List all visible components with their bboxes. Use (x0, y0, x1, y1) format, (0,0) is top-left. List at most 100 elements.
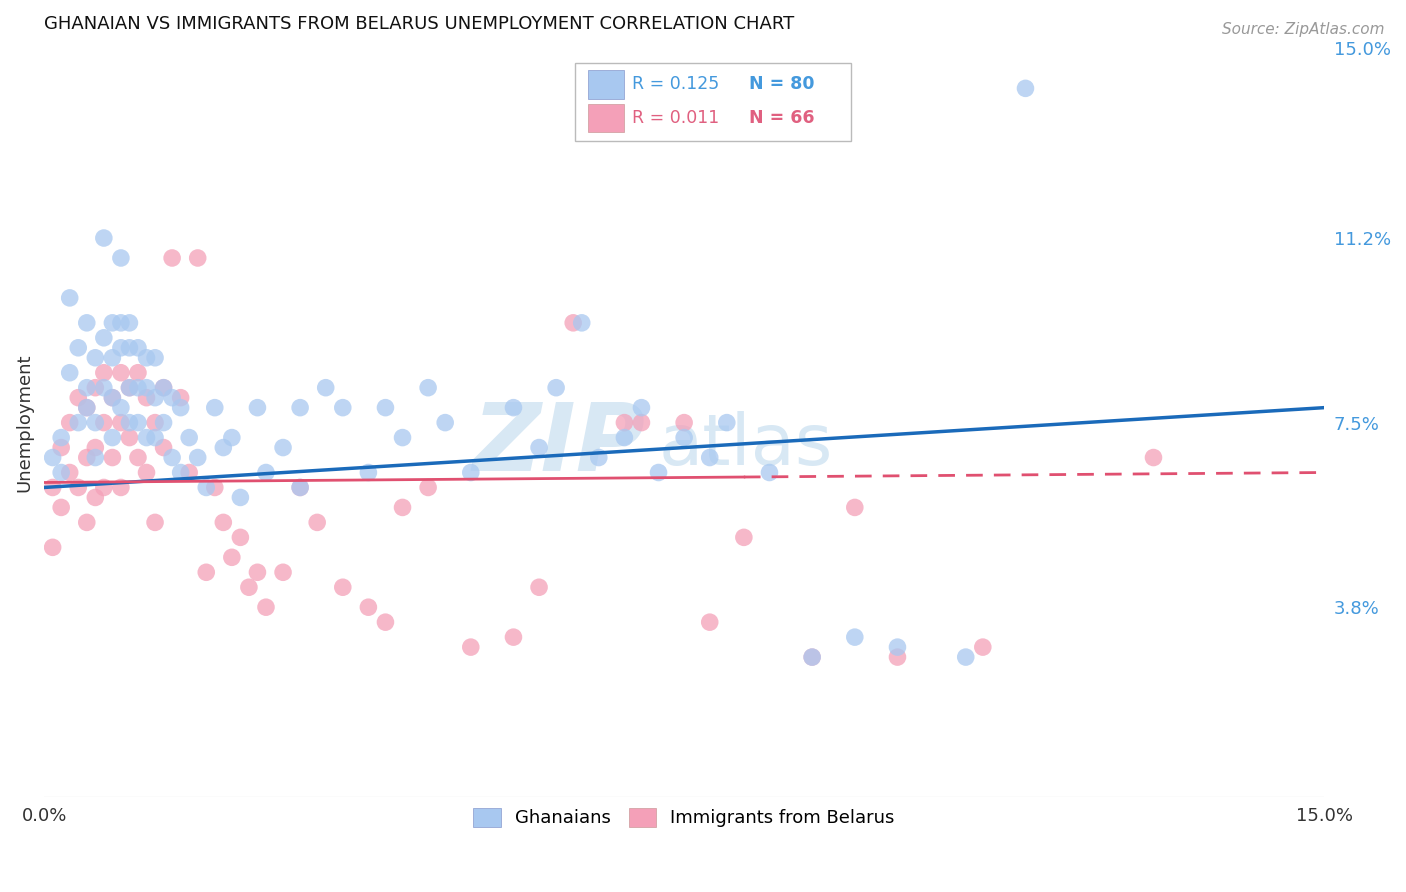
Point (416, 381, 439, 395)
Point (76, 450, 98, 465)
Point (118, 341, 141, 355)
Legend: Ghanaians, Immigrants from Belarus: Ghanaians, Immigrants from Belarus (464, 799, 904, 837)
Point (152, 416, 174, 430)
Point (101, 316, 124, 330)
Point (801, 650, 824, 665)
Point (160, 251, 183, 265)
Point (288, 401, 311, 415)
Point (179, 431, 201, 445)
Point (84, 351, 107, 365)
Point (160, 450, 183, 465)
Point (93, 331, 115, 345)
Point (101, 431, 124, 445)
Point (673, 431, 696, 445)
Point (118, 431, 141, 445)
Point (391, 500, 413, 515)
Point (254, 600, 277, 615)
Point (1014, 81, 1036, 95)
FancyBboxPatch shape (588, 103, 624, 132)
Point (51, 441, 73, 455)
Point (374, 615, 396, 630)
Point (59, 466, 82, 480)
Point (118, 316, 141, 330)
Point (84, 441, 107, 455)
Point (169, 391, 191, 405)
Point (229, 530, 252, 544)
Point (434, 416, 457, 430)
Point (41, 480, 63, 494)
Point (801, 650, 824, 665)
Point (152, 441, 174, 455)
Point (127, 416, 149, 430)
Point (307, 516, 329, 530)
Point (76, 516, 98, 530)
Point (733, 530, 755, 544)
Point (955, 650, 977, 665)
Point (238, 580, 260, 594)
FancyBboxPatch shape (575, 62, 851, 141)
Point (562, 316, 585, 330)
Text: ZIP: ZIP (472, 399, 645, 491)
Point (229, 491, 252, 505)
Point (67, 416, 90, 430)
Point (886, 640, 908, 654)
Point (110, 401, 132, 415)
Point (844, 630, 866, 644)
Point (51, 466, 73, 480)
Point (110, 341, 132, 355)
Point (84, 491, 107, 505)
Point (84, 450, 107, 465)
Point (143, 416, 166, 430)
Point (169, 401, 191, 415)
Point (758, 466, 780, 480)
Text: R = 0.011: R = 0.011 (631, 109, 718, 127)
Point (204, 480, 226, 494)
Point (246, 401, 269, 415)
Point (51, 500, 73, 515)
Point (93, 231, 115, 245)
Point (76, 381, 98, 395)
Point (332, 580, 354, 594)
Point (187, 450, 209, 465)
Text: GHANAIAN VS IMMIGRANTS FROM BELARUS UNEMPLOYMENT CORRELATION CHART: GHANAIAN VS IMMIGRANTS FROM BELARUS UNEM… (44, 15, 794, 33)
Point (502, 630, 524, 644)
Point (195, 480, 218, 494)
Point (67, 341, 90, 355)
Point (195, 566, 218, 580)
Point (288, 480, 311, 494)
Point (527, 441, 550, 455)
Point (59, 366, 82, 380)
Point (93, 381, 115, 395)
Point (212, 516, 235, 530)
Point (143, 431, 166, 445)
Point (76, 401, 98, 415)
Point (110, 251, 132, 265)
Text: R = 0.125: R = 0.125 (631, 75, 718, 94)
Point (271, 441, 294, 455)
Point (187, 251, 209, 265)
Point (416, 480, 439, 494)
Point (110, 480, 132, 494)
Point (143, 391, 166, 405)
Point (152, 381, 174, 395)
Point (332, 401, 354, 415)
Point (93, 416, 115, 430)
Point (844, 500, 866, 515)
Point (51, 431, 73, 445)
Point (101, 391, 124, 405)
Point (254, 466, 277, 480)
Point (527, 580, 550, 594)
Y-axis label: Unemployment: Unemployment (15, 353, 32, 491)
Point (76, 401, 98, 415)
Point (699, 615, 721, 630)
Point (699, 450, 721, 465)
Point (546, 381, 568, 395)
Point (716, 416, 738, 430)
Point (212, 441, 235, 455)
Point (179, 466, 201, 480)
Point (127, 450, 149, 465)
Point (647, 466, 669, 480)
Point (972, 640, 994, 654)
Point (169, 466, 191, 480)
Point (84, 416, 107, 430)
